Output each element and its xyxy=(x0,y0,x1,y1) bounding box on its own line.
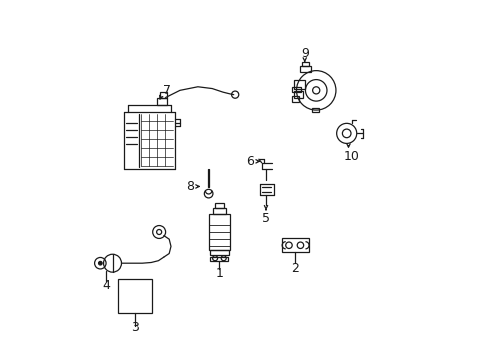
Text: 2: 2 xyxy=(291,262,299,275)
Text: 6: 6 xyxy=(246,155,254,168)
Bar xyxy=(209,249,228,255)
Text: 7: 7 xyxy=(163,84,171,97)
Bar xyxy=(311,108,319,112)
Text: 1: 1 xyxy=(215,267,223,280)
Bar xyxy=(293,91,303,98)
Text: 9: 9 xyxy=(300,47,308,60)
Bar xyxy=(300,66,310,72)
Circle shape xyxy=(99,261,102,265)
Bar xyxy=(118,279,152,313)
Bar xyxy=(156,98,167,105)
Text: 8: 8 xyxy=(185,180,194,193)
Bar xyxy=(292,87,301,92)
Bar xyxy=(214,203,224,208)
Text: 3: 3 xyxy=(131,320,139,333)
Bar xyxy=(210,257,228,261)
Bar xyxy=(282,238,308,252)
Bar xyxy=(212,208,225,214)
Bar xyxy=(160,92,167,98)
Bar xyxy=(293,80,304,89)
Bar xyxy=(292,96,299,102)
Bar xyxy=(301,62,308,66)
Text: 10: 10 xyxy=(344,150,359,163)
Text: 4: 4 xyxy=(102,279,110,292)
Text: 5: 5 xyxy=(262,212,269,225)
Bar xyxy=(208,214,230,250)
